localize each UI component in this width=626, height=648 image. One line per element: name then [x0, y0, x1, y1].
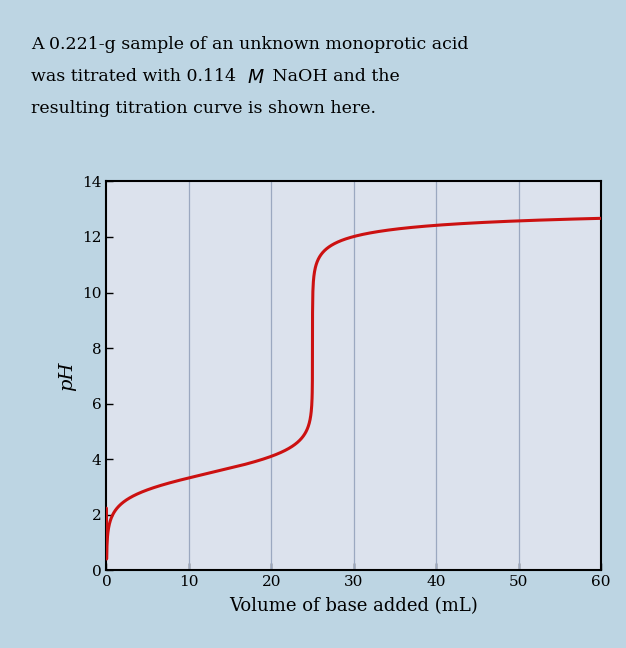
Text: A 0.221-g sample of an unknown monoprotic acid: A 0.221-g sample of an unknown monoproti…: [31, 36, 469, 52]
X-axis label: Volume of base added (mL): Volume of base added (mL): [229, 597, 478, 616]
Text: $\it{M}$: $\it{M}$: [247, 68, 265, 87]
Text: resulting titration curve is shown here.: resulting titration curve is shown here.: [31, 100, 376, 117]
Text: was titrated with 0.114: was titrated with 0.114: [31, 68, 247, 85]
Y-axis label: pH: pH: [58, 361, 76, 391]
Text: NaOH and the: NaOH and the: [267, 68, 400, 85]
